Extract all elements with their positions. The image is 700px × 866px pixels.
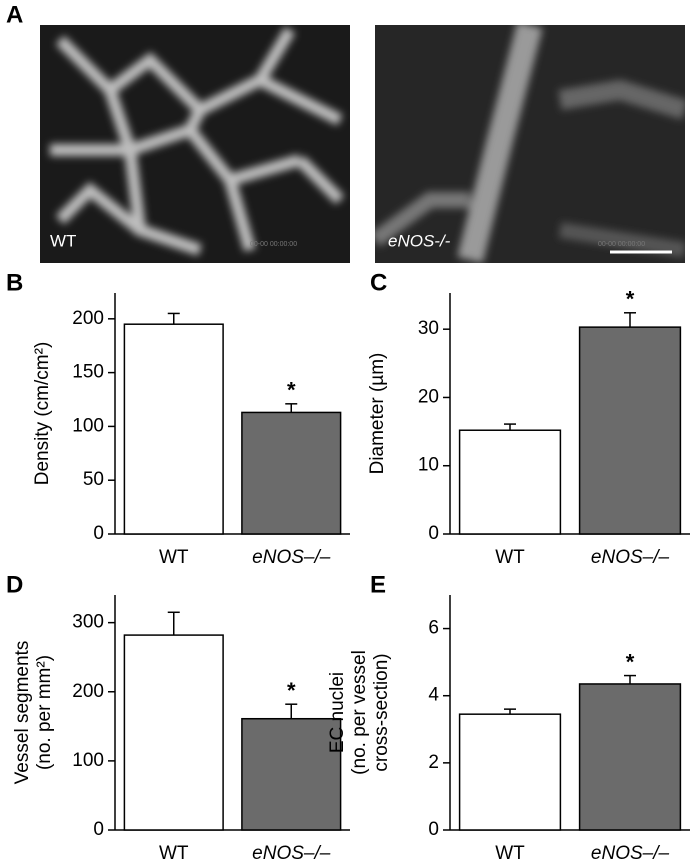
y-tick-label: 20 xyxy=(418,386,439,407)
bar xyxy=(241,411,342,535)
micrograph-enos xyxy=(375,25,685,263)
bar xyxy=(123,634,224,831)
y-tick-label: 100 xyxy=(72,750,104,771)
panel-letter: C xyxy=(370,269,387,296)
bar xyxy=(458,713,562,831)
significance-marker: * xyxy=(626,649,635,674)
bar xyxy=(578,326,682,535)
y-tick-label: 200 xyxy=(72,681,104,702)
y-tick-label: 0 xyxy=(93,819,104,840)
bar xyxy=(578,683,682,831)
y-tick-label: 6 xyxy=(428,618,439,639)
panel-letter: D xyxy=(6,571,23,598)
x-tick-label: eNOS–/– xyxy=(252,843,331,864)
y-tick-label: 50 xyxy=(83,469,104,490)
x-tick-label: eNOS–/– xyxy=(591,547,670,568)
x-tick-label: eNOS–/– xyxy=(252,547,331,568)
x-tick-label: WT xyxy=(495,547,525,568)
y-tick-label: 30 xyxy=(418,318,439,339)
bar xyxy=(458,429,562,535)
y-axis-label: Diameter (µm) xyxy=(367,353,388,475)
y-tick-label: 10 xyxy=(418,455,439,476)
y-tick-label: 100 xyxy=(72,415,104,436)
x-tick-label: WT xyxy=(159,547,189,568)
y-tick-label: 4 xyxy=(428,685,439,706)
x-tick-label: WT xyxy=(159,843,189,864)
image-label: WT xyxy=(50,231,76,250)
y-tick-label: 0 xyxy=(93,523,104,544)
y-tick-label: 300 xyxy=(72,612,104,633)
y-axis-label: cross-section) xyxy=(371,653,392,771)
significance-marker: * xyxy=(287,378,296,403)
panel-letter: B xyxy=(6,269,23,296)
y-axis-label: Vessel segments xyxy=(12,641,33,785)
image-label: eNOS-/- xyxy=(388,231,451,250)
bar xyxy=(123,323,224,535)
y-tick-label: 0 xyxy=(428,523,439,544)
y-tick-label: 150 xyxy=(72,362,104,383)
y-axis-label: (no. per vessel xyxy=(349,650,370,775)
timestamp: 00-00 00:00:00 xyxy=(598,241,645,248)
y-tick-label: 2 xyxy=(428,752,439,773)
significance-marker: * xyxy=(626,287,635,312)
y-tick-label: 200 xyxy=(72,308,104,329)
significance-marker: * xyxy=(287,678,296,703)
panel-letter: A xyxy=(6,1,23,28)
y-axis-label: Density (cm/cm²) xyxy=(32,342,53,486)
y-axis-label: EC nuclei xyxy=(327,672,348,753)
x-tick-label: WT xyxy=(495,843,525,864)
micrograph-wt xyxy=(40,25,350,263)
x-tick-label: eNOS–/– xyxy=(591,843,670,864)
bar xyxy=(241,717,342,831)
y-tick-label: 0 xyxy=(428,819,439,840)
timestamp: 00-00 00:00:00 xyxy=(250,241,297,248)
y-axis-label: (no. per mm²) xyxy=(34,655,55,770)
panel-letter: E xyxy=(370,571,386,598)
